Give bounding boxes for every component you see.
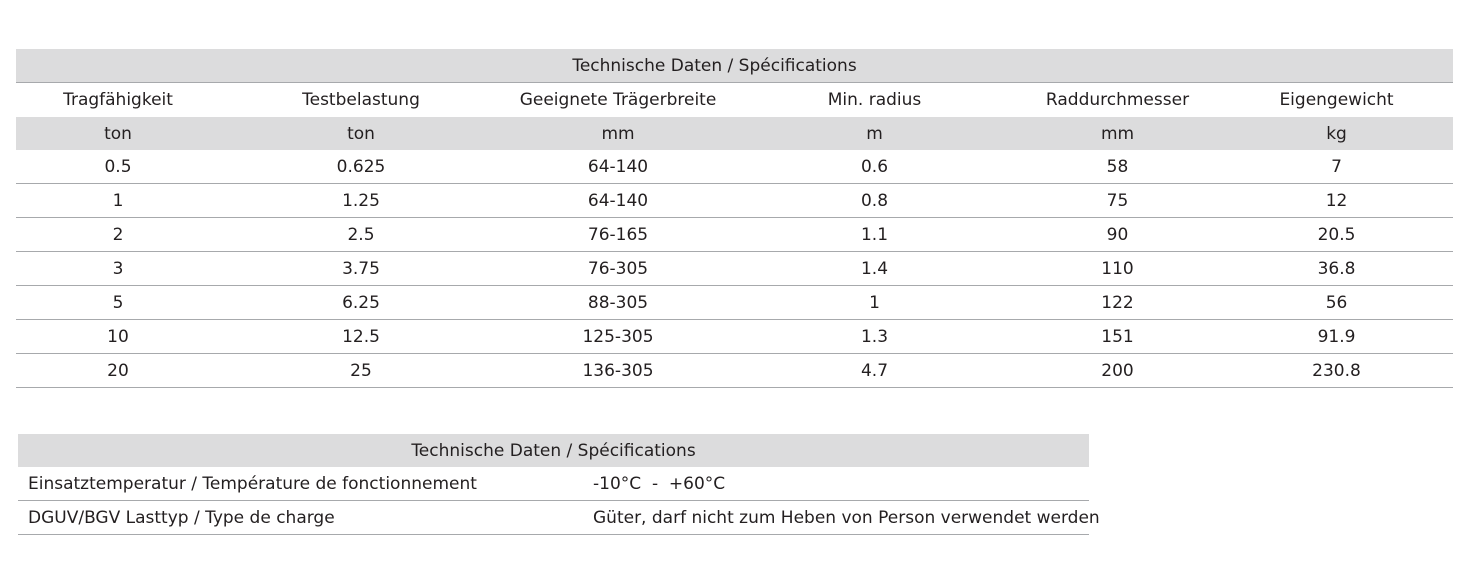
unit-cell: ton bbox=[220, 117, 502, 150]
spec-table: Technische Daten / Spécifications Tragfä… bbox=[16, 49, 1454, 388]
table-cell: 0.625 bbox=[220, 150, 502, 184]
table-cell: 1.4 bbox=[734, 251, 1015, 286]
table-cell: 2 bbox=[16, 217, 220, 252]
table-cell: 25 bbox=[220, 353, 502, 388]
unit-cell: mm bbox=[502, 117, 734, 150]
table-cell: 0.8 bbox=[734, 183, 1015, 218]
spec-value: Güter, darf nicht zum Heben von Person v… bbox=[589, 500, 1100, 535]
table-cell: 1.25 bbox=[220, 183, 502, 218]
table-cell: 5 bbox=[16, 285, 220, 320]
table-cell: 58 bbox=[1015, 150, 1220, 184]
table-cell: 91.9 bbox=[1220, 319, 1454, 354]
table-row: 2 2.5 76-165 1.1 90 20.5 bbox=[16, 217, 1454, 252]
header-tragfaehigkeit: Tragfähigkeit bbox=[63, 90, 173, 110]
table-cell: 6.25 bbox=[220, 285, 502, 320]
table-row: Einsatztemperatur / Température de fonct… bbox=[18, 467, 1089, 501]
header-traegerbreite: Geeignete Trägerbreite bbox=[519, 90, 717, 110]
table-cell: 1 bbox=[734, 285, 1015, 320]
header-eigengewicht: Eigengewicht bbox=[1279, 90, 1394, 110]
table-cell: 136-305 bbox=[502, 353, 734, 388]
header-testbelastung: Testbelastung bbox=[302, 90, 420, 110]
table-cell: 20 bbox=[16, 353, 220, 388]
table-row: 5 6.25 88-305 1 122 56 bbox=[16, 285, 1454, 320]
table-cell: 90 bbox=[1015, 217, 1220, 252]
spec-table-header-row: Tragfähigkeit Testbelastung Geeignete Tr… bbox=[16, 83, 1453, 118]
unit-cell: ton bbox=[16, 117, 220, 150]
table-cell: 12.5 bbox=[220, 319, 502, 354]
table-cell: 200 bbox=[1015, 353, 1220, 388]
table-cell: 0.6 bbox=[734, 150, 1015, 184]
table-row: DGUV/BGV Lasttyp / Type de charge Güter,… bbox=[18, 500, 1100, 535]
table-cell: 64-140 bbox=[502, 150, 734, 184]
spec-table-title-cell: Technische Daten / Spécifications bbox=[16, 49, 1454, 83]
table-cell: 1.3 bbox=[734, 319, 1015, 354]
table-cell: 76-165 bbox=[502, 217, 734, 252]
table-cell: 10 bbox=[16, 319, 220, 354]
table-cell: 2.5 bbox=[220, 217, 502, 252]
table-cell: 1.1 bbox=[734, 217, 1015, 252]
general-table-title-row: Technische Daten / Spécifications bbox=[18, 434, 1089, 467]
general-spec-table: Technische Daten / Spécifications Einsat… bbox=[18, 434, 1100, 535]
table-row: 3 3.75 76-305 1.4 110 36.8 bbox=[16, 251, 1454, 286]
table-row: 0.5 0.625 64-140 0.6 58 7 bbox=[16, 150, 1454, 184]
unit-cell: m bbox=[734, 117, 1015, 150]
table-cell: 3 bbox=[16, 251, 220, 286]
spec-table-unit-row: ton ton mm m mm kg bbox=[16, 117, 1454, 150]
table-cell: 0.5 bbox=[16, 150, 220, 184]
table-row: 1 1.25 64-140 0.8 75 12 bbox=[16, 183, 1454, 218]
unit-cell: mm bbox=[1015, 117, 1220, 150]
general-table-title: Technische Daten / Spécifications bbox=[18, 434, 1089, 467]
table-cell: 64-140 bbox=[502, 183, 734, 218]
table-cell: 1 bbox=[16, 183, 220, 218]
table-cell: 75 bbox=[1015, 183, 1220, 218]
header-raddurchmesser: Raddurchmesser bbox=[1045, 90, 1190, 110]
spec-table-title-row: Technische Daten / Spécifications bbox=[16, 49, 1454, 83]
table-cell: 12 bbox=[1220, 183, 1454, 218]
table-cell: 151 bbox=[1015, 319, 1220, 354]
table-cell: 3.75 bbox=[220, 251, 502, 286]
table-cell: 88-305 bbox=[502, 285, 734, 320]
unit-cell: kg bbox=[1220, 117, 1454, 150]
table-row: 20 25 136-305 4.7 200 230.8 bbox=[16, 353, 1454, 388]
table-cell: 230.8 bbox=[1220, 353, 1454, 388]
table-cell: 20.5 bbox=[1220, 217, 1454, 252]
spec-value: -10°C - +60°C bbox=[589, 467, 1089, 501]
table-cell: 56 bbox=[1220, 285, 1454, 320]
table-cell: 7 bbox=[1220, 150, 1454, 184]
table-cell: 122 bbox=[1015, 285, 1220, 320]
table-cell: 110 bbox=[1015, 251, 1220, 286]
spec-label: DGUV/BGV Lasttyp / Type de charge bbox=[18, 500, 589, 535]
spec-label: Einsatztemperatur / Température de fonct… bbox=[18, 467, 589, 501]
spec-table-title: Technische Daten / Spécifications bbox=[572, 55, 857, 76]
table-cell: 76-305 bbox=[502, 251, 734, 286]
table-row: 10 12.5 125-305 1.3 151 91.9 bbox=[16, 319, 1454, 354]
header-min-radius: Min. radius bbox=[827, 90, 922, 110]
table-cell: 36.8 bbox=[1220, 251, 1454, 286]
table-cell: 4.7 bbox=[734, 353, 1015, 388]
table-cell: 125-305 bbox=[502, 319, 734, 354]
